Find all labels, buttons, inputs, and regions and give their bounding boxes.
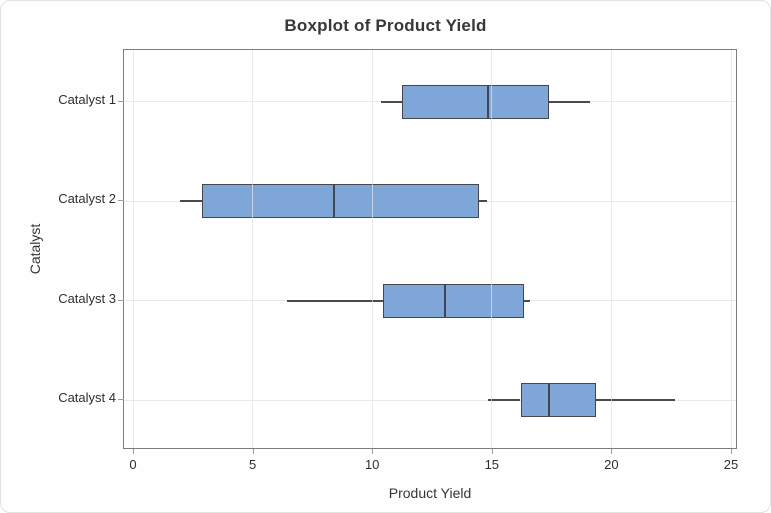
boxplot-whisker-high — [549, 100, 590, 103]
x-axis-tick — [372, 449, 374, 454]
y-axis-title: Catalyst — [27, 223, 43, 275]
x-axis-tick — [731, 449, 732, 454]
boxplot-whisker-low — [488, 399, 521, 402]
y-axis-tick — [118, 100, 124, 102]
gridline-x-overlay — [371, 50, 373, 448]
boxplot-whisker-high — [524, 299, 531, 302]
y-tick-label: Catalyst 4 — [58, 390, 116, 406]
gridline-x-overlay — [132, 50, 134, 448]
gridline-x-overlay — [610, 50, 612, 448]
boxplot-box — [520, 383, 596, 418]
boxplot-whisker-high — [595, 399, 675, 402]
x-tick-label: 0 — [129, 457, 137, 472]
x-tick-label: 25 — [723, 457, 739, 472]
x-axis-tick — [133, 449, 134, 454]
boxplot-whisker-high — [478, 200, 487, 203]
y-axis-tick — [118, 200, 124, 202]
y-tick-label: Catalyst 3 — [58, 290, 116, 306]
boxplot-median — [487, 84, 490, 119]
boxplot-whisker-low — [287, 299, 383, 302]
boxplot-median — [332, 184, 335, 219]
y-axis-tick — [118, 299, 124, 301]
gridline-x-overlay — [252, 50, 254, 448]
x-tick-label: 5 — [248, 457, 257, 472]
chart-title: Boxplot of Product Yield — [284, 16, 487, 35]
x-axis-tick — [491, 449, 493, 454]
y-tick-label: Catalyst 2 — [58, 191, 116, 207]
y-axis-tick — [118, 399, 124, 401]
x-axis-tick — [611, 449, 613, 454]
gridline-y — [124, 399, 736, 401]
x-axis-tick — [252, 449, 254, 454]
plot-area — [123, 49, 737, 449]
gridline-x-overlay — [491, 50, 493, 448]
boxplot-whisker-low — [179, 200, 203, 203]
boxplot-median — [548, 383, 551, 418]
x-tick-label: 10 — [364, 457, 380, 472]
x-tick-label: 20 — [604, 457, 619, 472]
x-tick-label: 15 — [484, 457, 500, 472]
boxplot-box — [382, 283, 525, 318]
boxplot-box — [402, 84, 550, 119]
y-tick-label: Catalyst 1 — [58, 91, 116, 107]
x-axis-title: Product Yield — [388, 485, 472, 501]
gridline-x-overlay — [730, 50, 732, 448]
boxplot-whisker-low — [380, 100, 403, 103]
boxplot-box — [202, 184, 479, 219]
boxplot-median — [444, 283, 447, 318]
